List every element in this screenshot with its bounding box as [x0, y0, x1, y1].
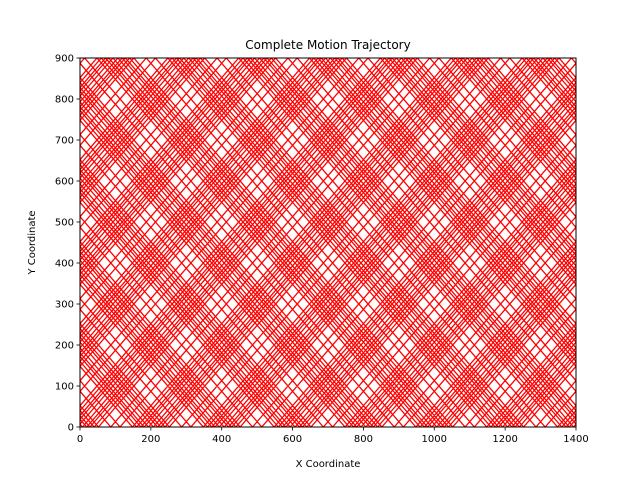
y-tick-label: 400: [55, 259, 74, 270]
x-axis-label: X Coordinate: [296, 459, 361, 470]
chart-title: Complete Motion Trajectory: [245, 38, 410, 52]
x-tick-label: 1000: [422, 434, 447, 445]
x-axis-ticks: 0 200 400 600 800 1000 1200 1400: [77, 427, 589, 445]
x-tick-label: 200: [141, 434, 160, 445]
x-tick-label: 600: [283, 434, 302, 445]
y-tick-label: 500: [55, 218, 74, 229]
x-tick-label: 1200: [492, 434, 517, 445]
plot-frame: [79, 57, 577, 428]
y-tick-label: 200: [55, 341, 74, 352]
x-tick-label: 1400: [563, 434, 588, 445]
x-tick-label: 400: [212, 434, 231, 445]
y-tick-label: 100: [55, 382, 74, 393]
y-axis-label: Y Coordinate: [27, 210, 38, 275]
y-tick-label: 900: [55, 54, 74, 65]
y-tick-label: 0: [68, 423, 74, 434]
y-axis-ticks: 0 100 200 300 400 500 600 700 800 900: [55, 54, 80, 434]
y-tick-label: 800: [55, 95, 74, 106]
x-tick-label: 800: [354, 434, 373, 445]
y-tick-label: 700: [55, 136, 74, 147]
y-tick-label: 600: [55, 177, 74, 188]
x-tick-label: 0: [77, 434, 83, 445]
y-tick-label: 300: [55, 300, 74, 311]
